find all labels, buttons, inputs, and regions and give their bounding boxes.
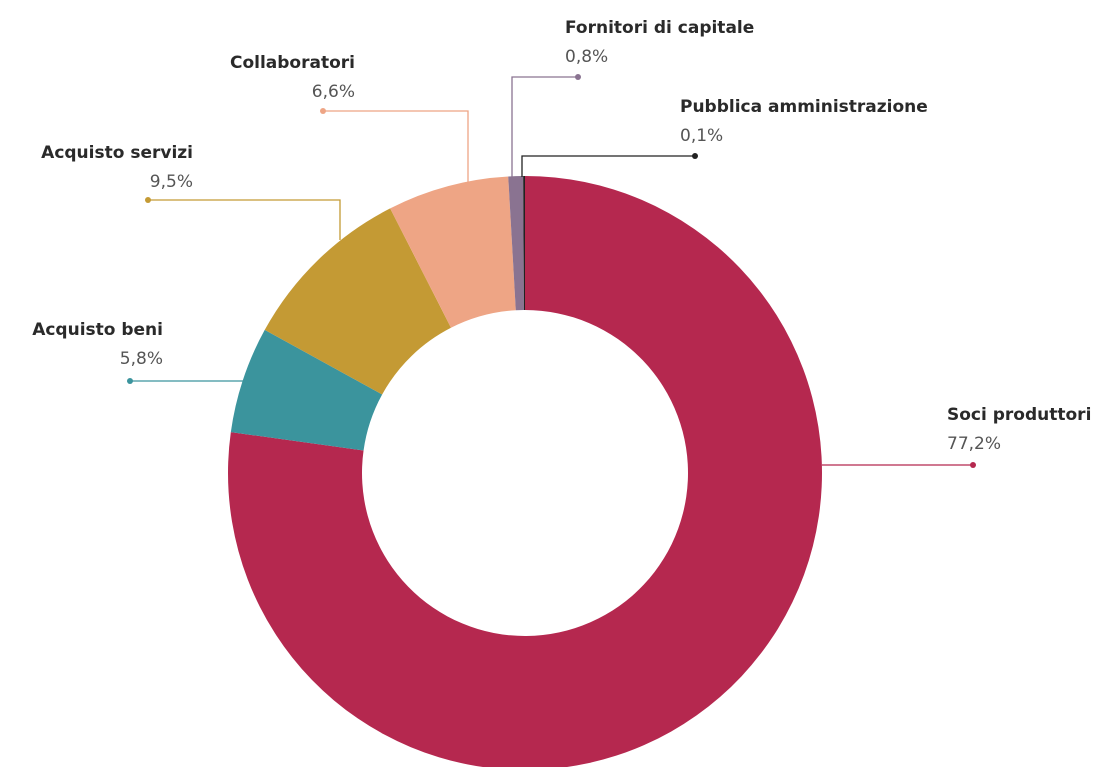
leader-line: [521, 155, 695, 177]
leader-dot: [575, 74, 581, 80]
slice-value: 77,2%: [947, 434, 1001, 454]
leader-dot: [320, 108, 326, 114]
slice-value: 0,1%: [680, 126, 723, 146]
donut-slice: [508, 176, 524, 311]
leader-dot: [127, 378, 133, 384]
slice-name: Acquisto servizi: [41, 143, 193, 163]
leader-dot: [692, 153, 698, 159]
slice-name: Collaboratori: [230, 53, 355, 73]
leader-dot: [970, 462, 976, 468]
donut-slice: [264, 208, 451, 395]
slice-name: Pubblica amministrazione: [680, 97, 928, 117]
donut-slice: [230, 329, 383, 451]
slice-name: Fornitori di capitale: [565, 18, 754, 38]
donut-slice: [227, 176, 822, 770]
slice-value: 9,5%: [150, 172, 193, 192]
donut-slice: [390, 176, 516, 328]
slice-name: Soci produttori: [947, 405, 1091, 425]
slice-value: 5,8%: [120, 349, 163, 369]
slice-name: Acquisto beni: [32, 320, 163, 340]
donut-slice: [523, 176, 525, 311]
slice-value: 0,8%: [565, 47, 608, 67]
leader-line: [511, 76, 578, 178]
leader-line: [323, 110, 469, 183]
leader-line: [148, 199, 341, 240]
slice-value: 6,6%: [312, 82, 355, 102]
leader-dot: [145, 197, 151, 203]
